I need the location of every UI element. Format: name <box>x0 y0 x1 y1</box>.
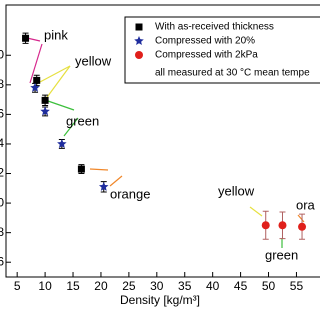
point <box>22 34 30 42</box>
x-tick-label: 20 <box>94 279 108 293</box>
annotation: green <box>265 247 298 262</box>
annotation: pink <box>44 27 68 42</box>
arrow <box>44 65 71 101</box>
point <box>40 106 50 116</box>
point <box>77 165 85 173</box>
x-tick-label: 40 <box>206 279 220 293</box>
arrow <box>47 100 75 111</box>
y-tick-label: 8 <box>0 225 4 239</box>
point <box>57 138 67 149</box>
arrow <box>89 168 109 171</box>
arrow <box>297 214 305 223</box>
legend-marker <box>134 36 144 46</box>
x-tick-label: 15 <box>66 279 80 293</box>
point <box>261 221 270 230</box>
y-tick-label: 6 <box>0 254 4 268</box>
legend-box <box>124 16 320 84</box>
arrow <box>63 117 79 137</box>
y-tick-label: 2 <box>0 166 4 180</box>
point <box>278 221 287 230</box>
x-axis-label: Density [kg/m³] <box>120 293 200 307</box>
x-tick-label: 30 <box>150 279 164 293</box>
annotation: green <box>66 113 99 128</box>
arrow <box>249 206 263 217</box>
arrow <box>39 65 71 83</box>
legend-label: Compressed with 2kPa <box>155 50 258 61</box>
y-tick-label: 8 <box>0 77 4 91</box>
point <box>41 96 49 104</box>
legend-marker <box>135 51 143 59</box>
legend-marker <box>135 23 143 31</box>
point <box>98 181 109 191</box>
x-tick-label: 45 <box>234 279 248 293</box>
y-tick-label: 4 <box>0 136 4 150</box>
x-tick-label: 55 <box>290 279 304 293</box>
x-tick-label: 25 <box>122 279 136 293</box>
legend-note: all measured at 30 °C mean tempe <box>155 68 310 79</box>
arrows <box>26 37 305 248</box>
y-tick-label: 0 <box>0 195 4 209</box>
arrow <box>26 37 41 42</box>
annotation: orange <box>110 186 150 201</box>
arrow <box>109 175 123 187</box>
x-tick-label: 5 <box>14 279 21 293</box>
legend-label: With as-received thickness <box>155 22 274 33</box>
arrow <box>29 43 43 84</box>
annotation: yellow <box>218 183 255 198</box>
plot-frame <box>5 4 320 278</box>
annotation: yellow <box>75 53 112 68</box>
legend-label: Compressed with 20% <box>155 36 255 47</box>
point <box>30 82 40 92</box>
x-tick-label: 10 <box>38 279 52 293</box>
y-tick-label: 6 <box>0 107 4 121</box>
point <box>298 222 307 231</box>
point <box>33 76 41 84</box>
y-tick-label: 0 <box>0 47 4 61</box>
x-tick-label: 50 <box>262 279 276 293</box>
x-tick-label: 35 <box>178 279 192 293</box>
annotation: ora <box>296 197 316 212</box>
